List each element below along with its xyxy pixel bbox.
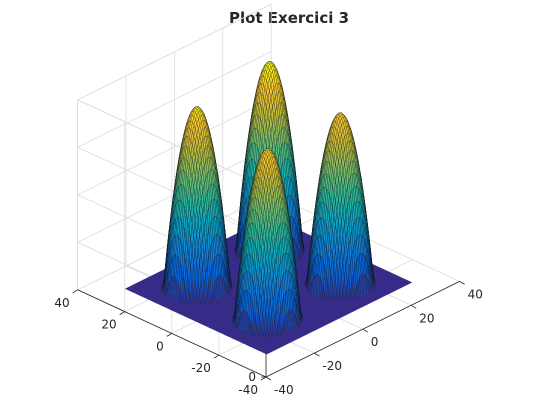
grid-line [77, 98, 272, 196]
y-tick-label: -20 [191, 361, 211, 375]
x-tick-label: 0 [371, 335, 379, 349]
y-tick-mark [119, 311, 125, 315]
y-tick-label: -40 [238, 383, 258, 397]
x-tick-label: 20 [419, 311, 434, 325]
x-tick-mark [410, 304, 417, 309]
chart-title: Plot Exercici 3 [229, 9, 349, 27]
x-tick-mark [265, 376, 272, 381]
x-tick-label: -40 [274, 383, 294, 397]
y-tick-label: 40 [54, 296, 69, 310]
y-tick-label: 0 [156, 339, 164, 353]
y-tick-mark [213, 354, 220, 359]
box-edge [77, 99, 267, 188]
z-tick-label: 0 [248, 370, 256, 384]
y-tick-mark [260, 376, 267, 381]
y-tick-label: 20 [101, 318, 116, 332]
grid-line [77, 51, 272, 148]
y-tick-mark [166, 333, 173, 337]
surface [124, 61, 413, 355]
x-tick-mark [362, 328, 369, 333]
box-edge [77, 3, 272, 101]
grid-line [77, 146, 267, 235]
y-tick-mark [72, 289, 78, 294]
x-tick-mark [459, 281, 465, 285]
x-tick-mark [314, 352, 320, 357]
x-tick-label: 40 [468, 287, 483, 301]
x-tick-label: -20 [322, 359, 342, 373]
